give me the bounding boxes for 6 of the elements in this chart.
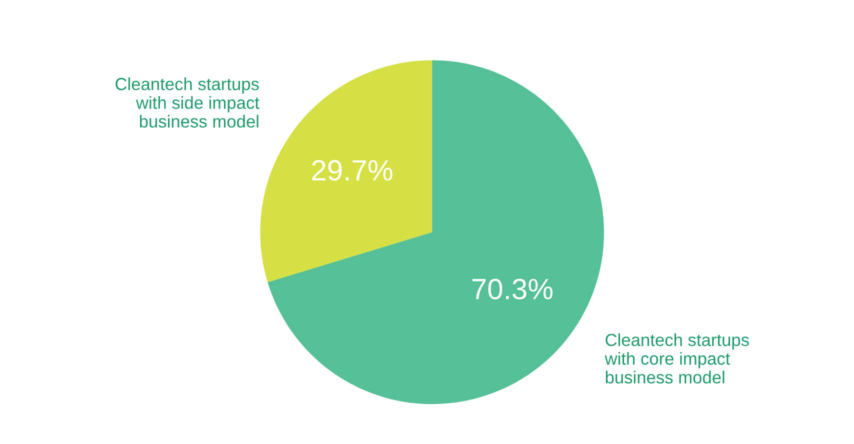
- data-label: 70.3%: [472, 278, 553, 300]
- pie-slice: [268, 60, 604, 404]
- data-label: 29.7%: [312, 160, 392, 181]
- slice-label: Cleantech startups with side impact business model: [116, 77, 260, 128]
- pie-slice: [260, 60, 432, 282]
- slice-label: Cleantech startups with core impact business model: [604, 333, 749, 384]
